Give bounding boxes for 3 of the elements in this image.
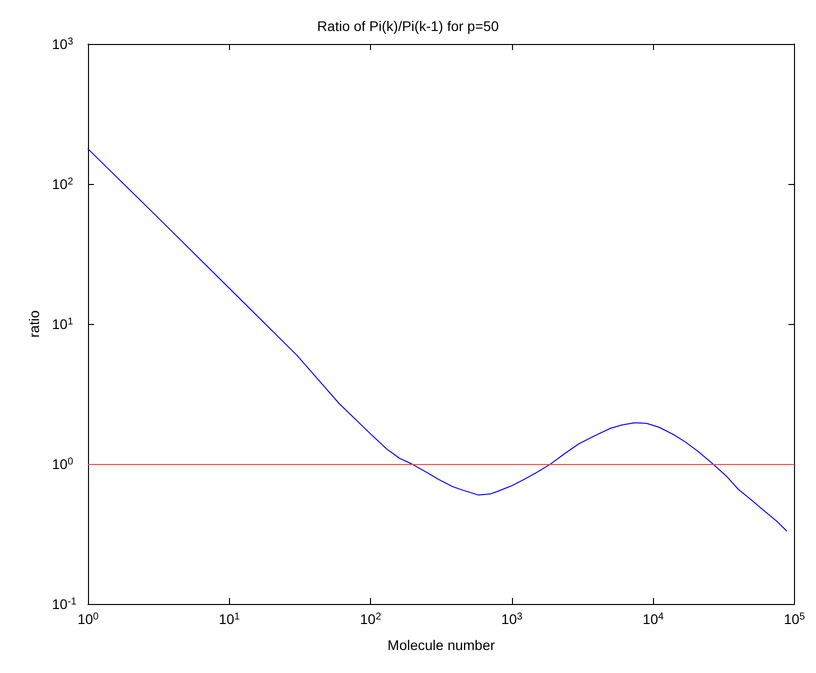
y-axis-title: ratio [26, 310, 42, 338]
x-axis-title: Molecule number [388, 637, 496, 653]
chart-title: Ratio of Pi(k)/Pi(k-1) for p=50 [317, 18, 500, 34]
